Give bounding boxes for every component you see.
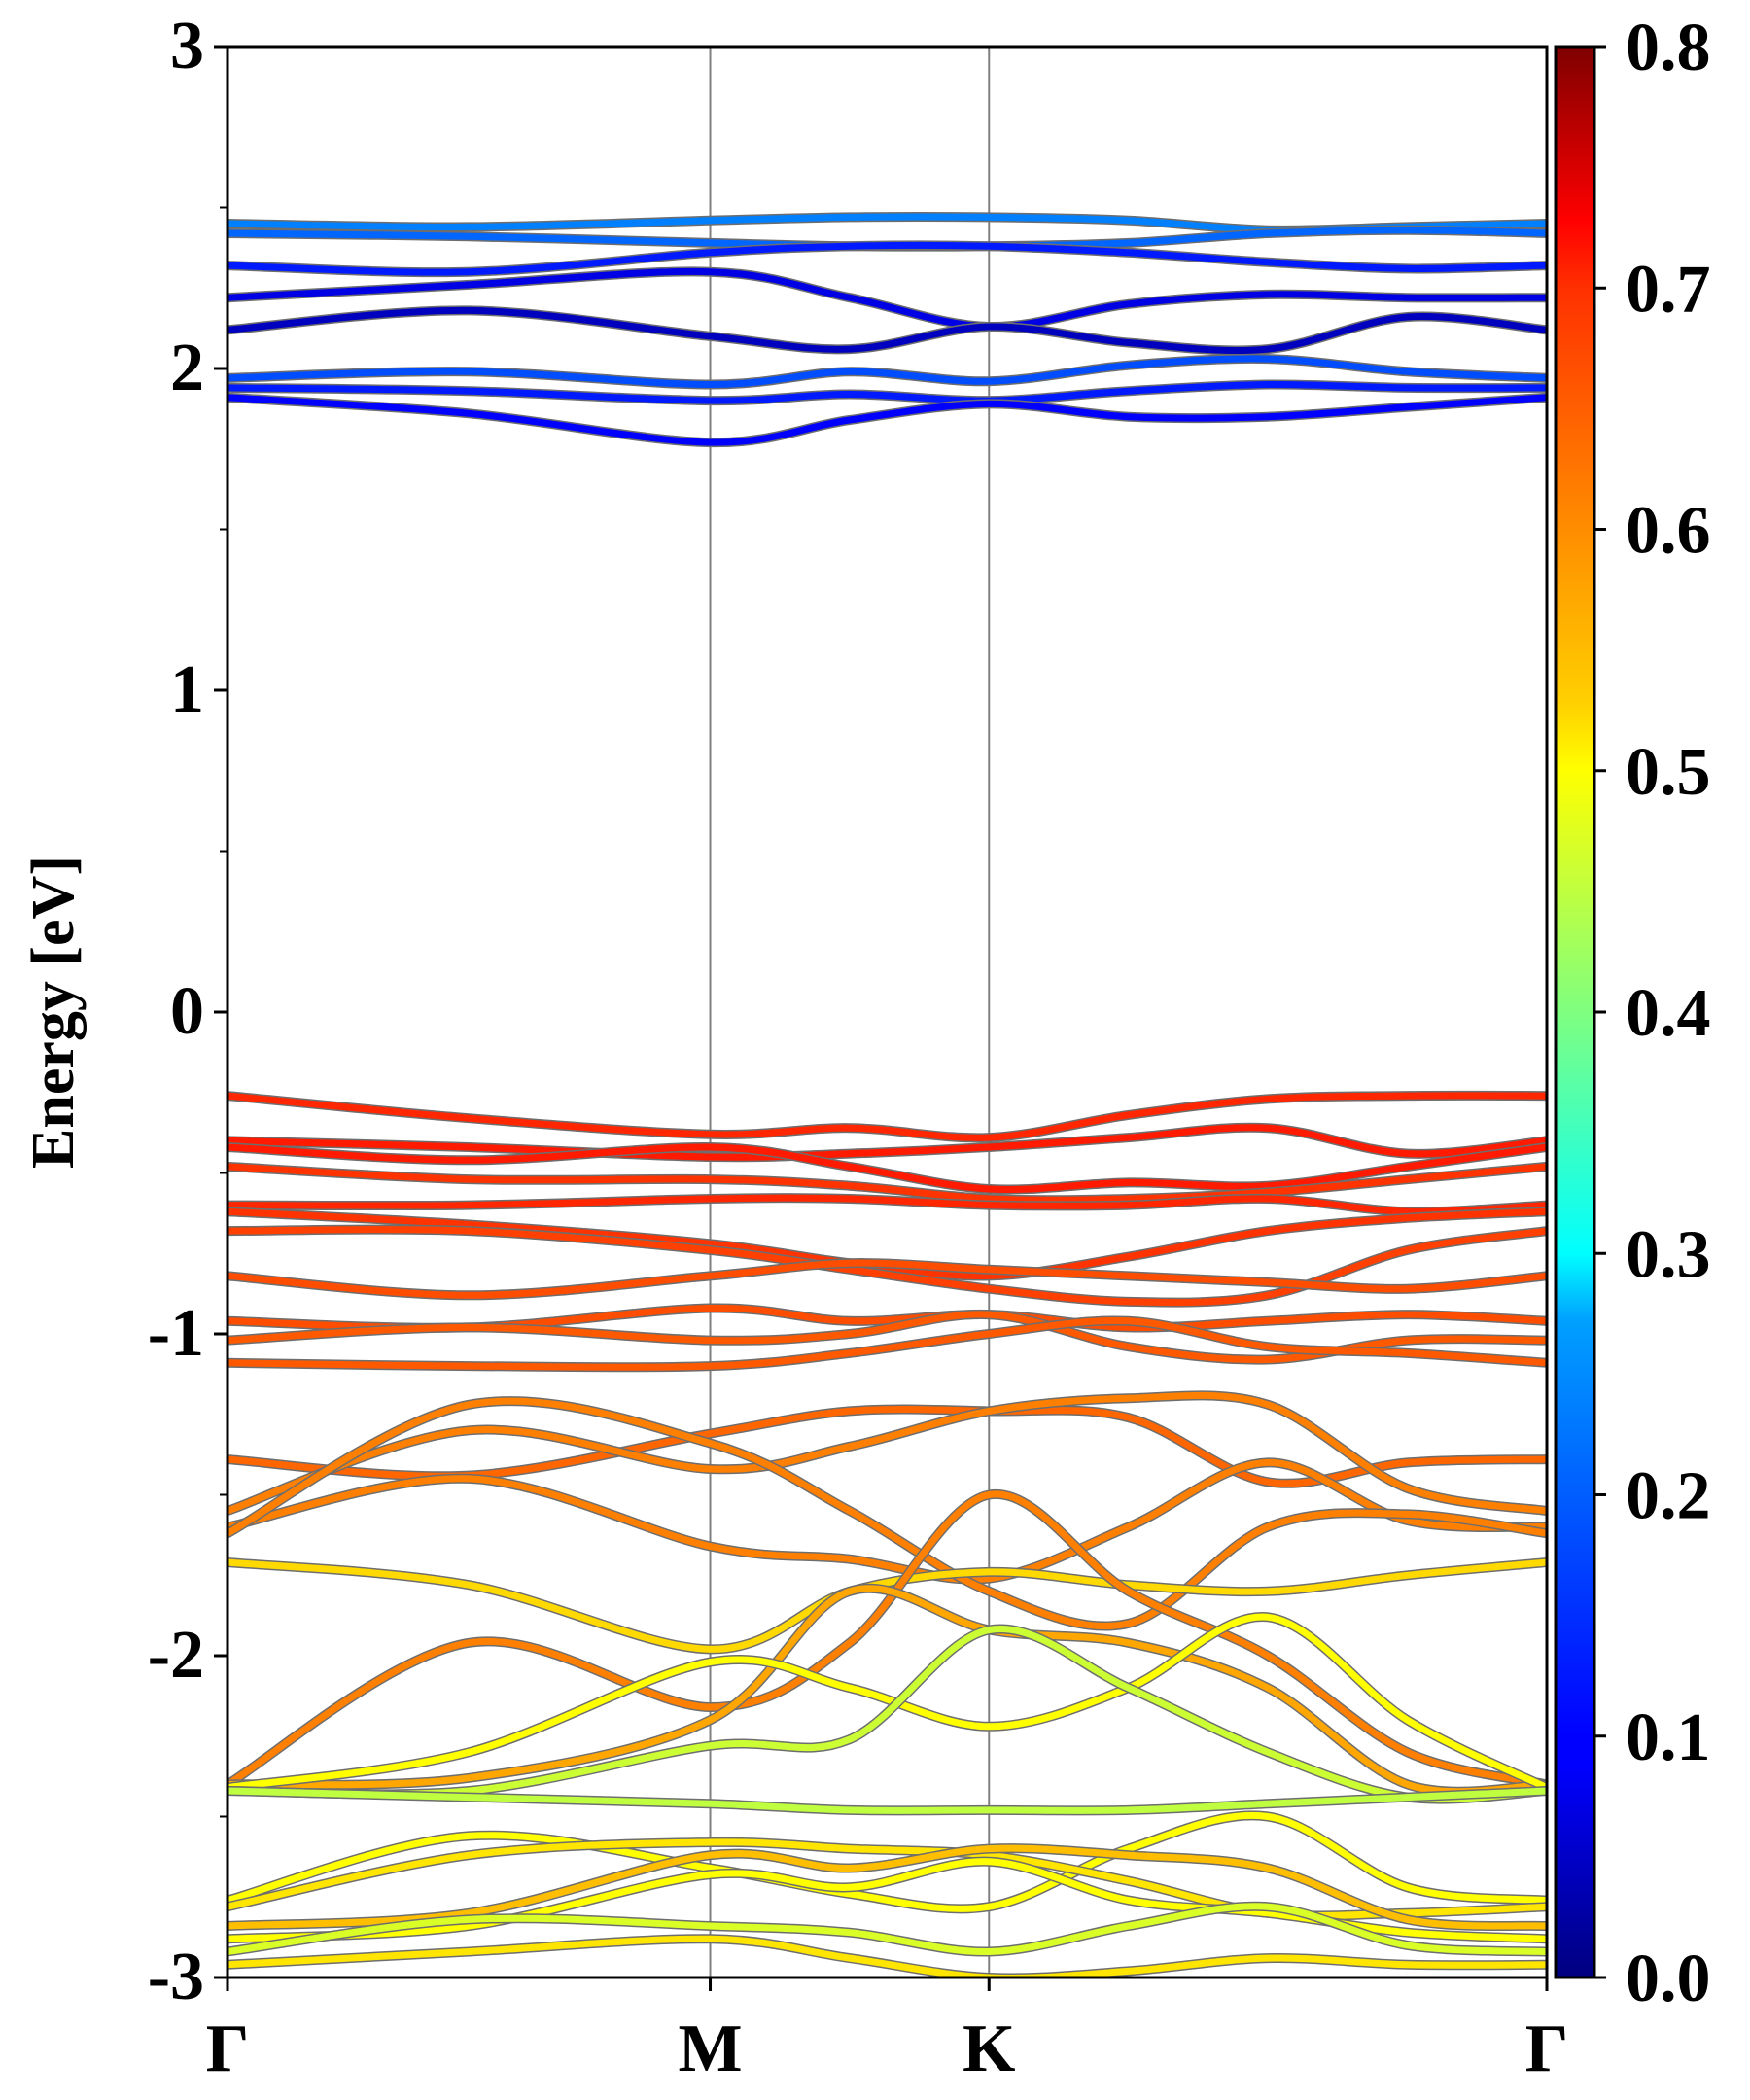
y-tick-label: 0 bbox=[170, 974, 204, 1049]
y-axis-label: Energy [eV] bbox=[20, 856, 87, 1169]
band-line-31 bbox=[228, 1844, 1547, 1930]
band-line-8 bbox=[228, 1092, 1547, 1141]
band-line-7 bbox=[228, 394, 1547, 446]
y-tick-label: 1 bbox=[170, 652, 204, 727]
x-tick-label: K bbox=[962, 2012, 1015, 2086]
colorbar-tick-label: 0.7 bbox=[1626, 252, 1711, 327]
colorbar-tick-label: 0.1 bbox=[1626, 1700, 1711, 1775]
x-tick-label: Γ bbox=[206, 2012, 250, 2086]
y-tick-label: -3 bbox=[148, 1940, 204, 2014]
band-line-2 bbox=[228, 241, 1547, 276]
band-line-24 bbox=[228, 1490, 1547, 1788]
colorbar-tick-label: 0.4 bbox=[1626, 976, 1711, 1051]
band-line-26 bbox=[228, 1613, 1547, 1792]
band-line-14 bbox=[228, 1226, 1547, 1307]
colorbar bbox=[1554, 45, 1596, 1979]
colorbar-tick-label: 0.5 bbox=[1626, 735, 1711, 810]
band-line-33 bbox=[228, 1903, 1547, 1956]
band-line-3 bbox=[228, 267, 1547, 331]
band-line-25 bbox=[228, 1585, 1547, 1796]
band-lines bbox=[228, 212, 1547, 1978]
colorbar-tick-label: 0.0 bbox=[1626, 1942, 1711, 2016]
y-axis-ticks: -3 -2 -1 0 1 2 3 bbox=[148, 9, 228, 2014]
y-tick-label: 3 bbox=[170, 9, 204, 84]
plot-frame bbox=[226, 45, 1549, 1979]
colorbar-tick-label: 0.3 bbox=[1626, 1217, 1711, 1292]
band-line-13 bbox=[228, 1208, 1547, 1279]
band-line-11 bbox=[228, 1163, 1547, 1204]
band-line-6 bbox=[228, 380, 1547, 404]
band-outline-7 bbox=[228, 392, 1547, 448]
band-line-22 bbox=[228, 1397, 1547, 1630]
colorbar-tick-label: 0.2 bbox=[1626, 1459, 1711, 1534]
high-symmetry-lines bbox=[709, 47, 991, 1978]
band-line-10 bbox=[228, 1143, 1547, 1194]
band-line-29 bbox=[228, 1812, 1547, 1912]
band-line-12 bbox=[228, 1194, 1547, 1215]
colorbar-tick-label: 0.6 bbox=[1626, 494, 1711, 569]
colorbar-tick-label: 0.8 bbox=[1626, 11, 1711, 86]
band-line-9 bbox=[228, 1124, 1547, 1161]
band-line-18 bbox=[228, 1316, 1547, 1371]
band-line-15 bbox=[228, 1259, 1547, 1299]
y-tick-label: 2 bbox=[170, 331, 204, 405]
band-line-34 bbox=[228, 1935, 1547, 1978]
band-line-19 bbox=[228, 1405, 1547, 1488]
y-tick-label: -2 bbox=[148, 1618, 204, 1693]
band-line-5 bbox=[228, 355, 1547, 389]
y-tick-label: -1 bbox=[148, 1296, 204, 1371]
band-line-20 bbox=[228, 1391, 1547, 1515]
band-line-4 bbox=[228, 306, 1547, 355]
band-line-28 bbox=[228, 1787, 1547, 1814]
colorbar-ticks: 0.0 0.1 0.2 0.3 0.4 0.5 0.6 0.7 0.8 bbox=[1594, 11, 1711, 2016]
x-tick-label: M bbox=[678, 2012, 742, 2086]
band-line-27 bbox=[228, 1625, 1547, 1803]
x-tick-label: Γ bbox=[1525, 2012, 1569, 2086]
band-line-23 bbox=[228, 1558, 1547, 1653]
